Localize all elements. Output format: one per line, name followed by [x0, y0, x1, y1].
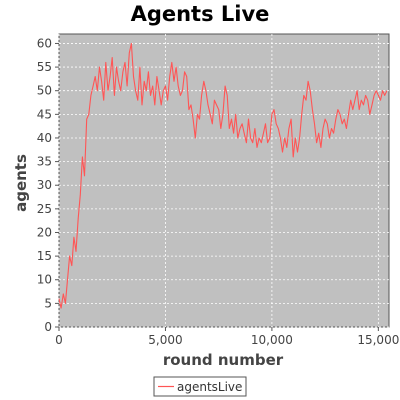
legend: agentsLive [153, 376, 247, 397]
y-tick-label: 0 [44, 320, 52, 334]
y-axis-label: agents [12, 154, 30, 212]
y-tick-label: 40 [37, 131, 52, 145]
y-tick-label: 20 [37, 225, 52, 239]
x-axis-label: round number [163, 351, 284, 369]
y-tick-label: 10 [37, 273, 52, 287]
y-tick-label: 15 [37, 249, 52, 263]
y-tick-label: 35 [37, 155, 52, 169]
grid-lines [58, 34, 389, 328]
x-axis: 0 5,000 10,000 15,000 [55, 327, 399, 347]
series-group [58, 42, 388, 309]
y-tick-label: 50 [37, 84, 52, 98]
series-line-agentsLive [58, 42, 388, 309]
y-tick-label: 30 [37, 178, 52, 192]
x-tick-label: 10,000 [251, 333, 293, 347]
x-tick-label: 0 [55, 333, 63, 347]
y-tick-label: 45 [37, 107, 52, 121]
legend-box [153, 376, 247, 397]
x-tick-label: 5,000 [148, 333, 182, 347]
y-tick-label: 5 [44, 296, 52, 310]
y-tick-label: 60 [37, 36, 52, 50]
y-tick-label: 25 [37, 202, 52, 216]
legend-label: agentsLive [177, 380, 242, 394]
x-tick-label: 15,000 [357, 333, 399, 347]
y-tick-label: 55 [37, 60, 52, 74]
chart-title: Agents Live [131, 2, 270, 26]
y-axis: 0 5 10 15 20 25 30 35 40 45 50 55 60 [37, 36, 59, 334]
plot-area [58, 33, 390, 328]
